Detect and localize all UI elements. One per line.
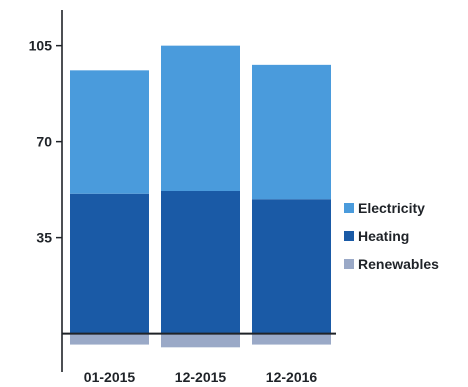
legend-label: Heating xyxy=(358,228,410,244)
bar-electricity-12-2015 xyxy=(161,45,240,191)
y-tick-label: 35 xyxy=(36,230,52,246)
y-ticks: 35 70 105 xyxy=(29,38,62,246)
legend-item-heating: Heating xyxy=(344,222,439,250)
x-tick-label: 12-2016 xyxy=(266,369,318,385)
bar-electricity-12-2016 xyxy=(252,64,331,200)
y-tick-label: 70 xyxy=(36,134,52,150)
bar-heating-01-2015 xyxy=(70,193,149,334)
legend-swatch xyxy=(344,259,354,269)
bars-layer xyxy=(70,45,331,348)
bar-electricity-01-2015 xyxy=(70,70,149,194)
x-tick-label: 01-2015 xyxy=(84,369,136,385)
legend-label: Renewables xyxy=(358,256,439,272)
bar-renewables-01-2015 xyxy=(70,333,149,345)
legend-swatch xyxy=(344,231,354,241)
bar-renewables-12-2015 xyxy=(161,333,240,348)
x-tick-label: 12-2015 xyxy=(175,369,227,385)
legend-item-renewables: Renewables xyxy=(344,250,439,278)
legend-item-electricity: Electricity xyxy=(344,194,439,222)
bar-renewables-12-2016 xyxy=(252,333,331,345)
y-tick-label: 105 xyxy=(29,38,53,54)
legend: Electricity Heating Renewables xyxy=(344,194,439,278)
x-tick-labels: 01-2015 12-2015 12-2016 xyxy=(84,369,318,385)
legend-label: Electricity xyxy=(358,200,425,216)
bar-heating-12-2016 xyxy=(252,199,331,334)
bar-heating-12-2015 xyxy=(161,191,240,334)
legend-swatch xyxy=(344,203,354,213)
